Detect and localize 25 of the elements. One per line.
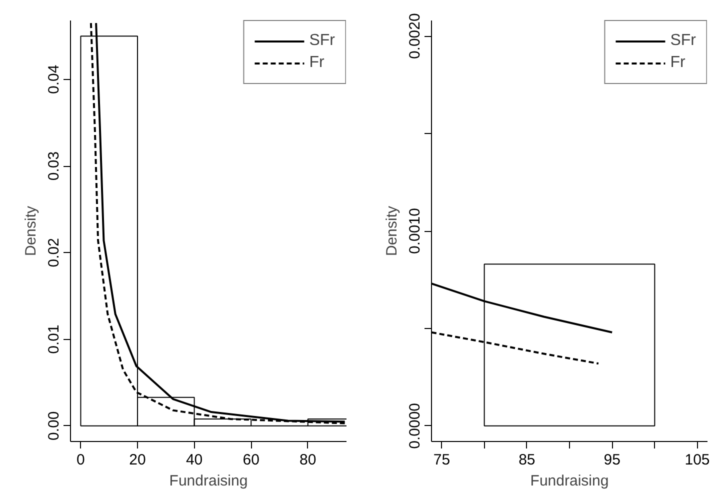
- legend-label: Fr: [670, 54, 686, 72]
- x-tick-label: 0: [76, 452, 85, 468]
- x-axis-title: Fundraising: [169, 472, 248, 490]
- x-axis-title: Fundraising: [530, 472, 609, 490]
- legend-label: SFr: [670, 32, 696, 50]
- x-tick-label: 80: [300, 452, 316, 468]
- y-tick-label: 0.0010: [406, 208, 424, 254]
- y-tick-label: 0.03: [46, 151, 62, 181]
- y-tick-label: 0.02: [46, 238, 62, 268]
- y-axis-title: Density: [384, 205, 400, 256]
- x-tick-label: 40: [186, 452, 203, 468]
- y-tick-label: 0.0020: [406, 13, 424, 60]
- y-tick-label: 0.04: [46, 64, 62, 94]
- x-tick-label: 85: [518, 452, 536, 468]
- y-tick-label: 0.0000: [406, 402, 424, 449]
- x-tick-label: 75: [433, 452, 450, 468]
- y-axis-title: Density: [22, 205, 40, 256]
- y-tick-label: 0.00: [46, 411, 62, 441]
- x-tick-label: 20: [129, 452, 146, 468]
- legend-label: Fr: [309, 54, 326, 72]
- x-tick-label: 60: [242, 452, 260, 468]
- x-tick-label: 95: [604, 452, 620, 468]
- x-tick-label: 105: [684, 452, 710, 468]
- y-tick-label: 0.01: [46, 324, 62, 354]
- legend-label: SFr: [309, 32, 335, 50]
